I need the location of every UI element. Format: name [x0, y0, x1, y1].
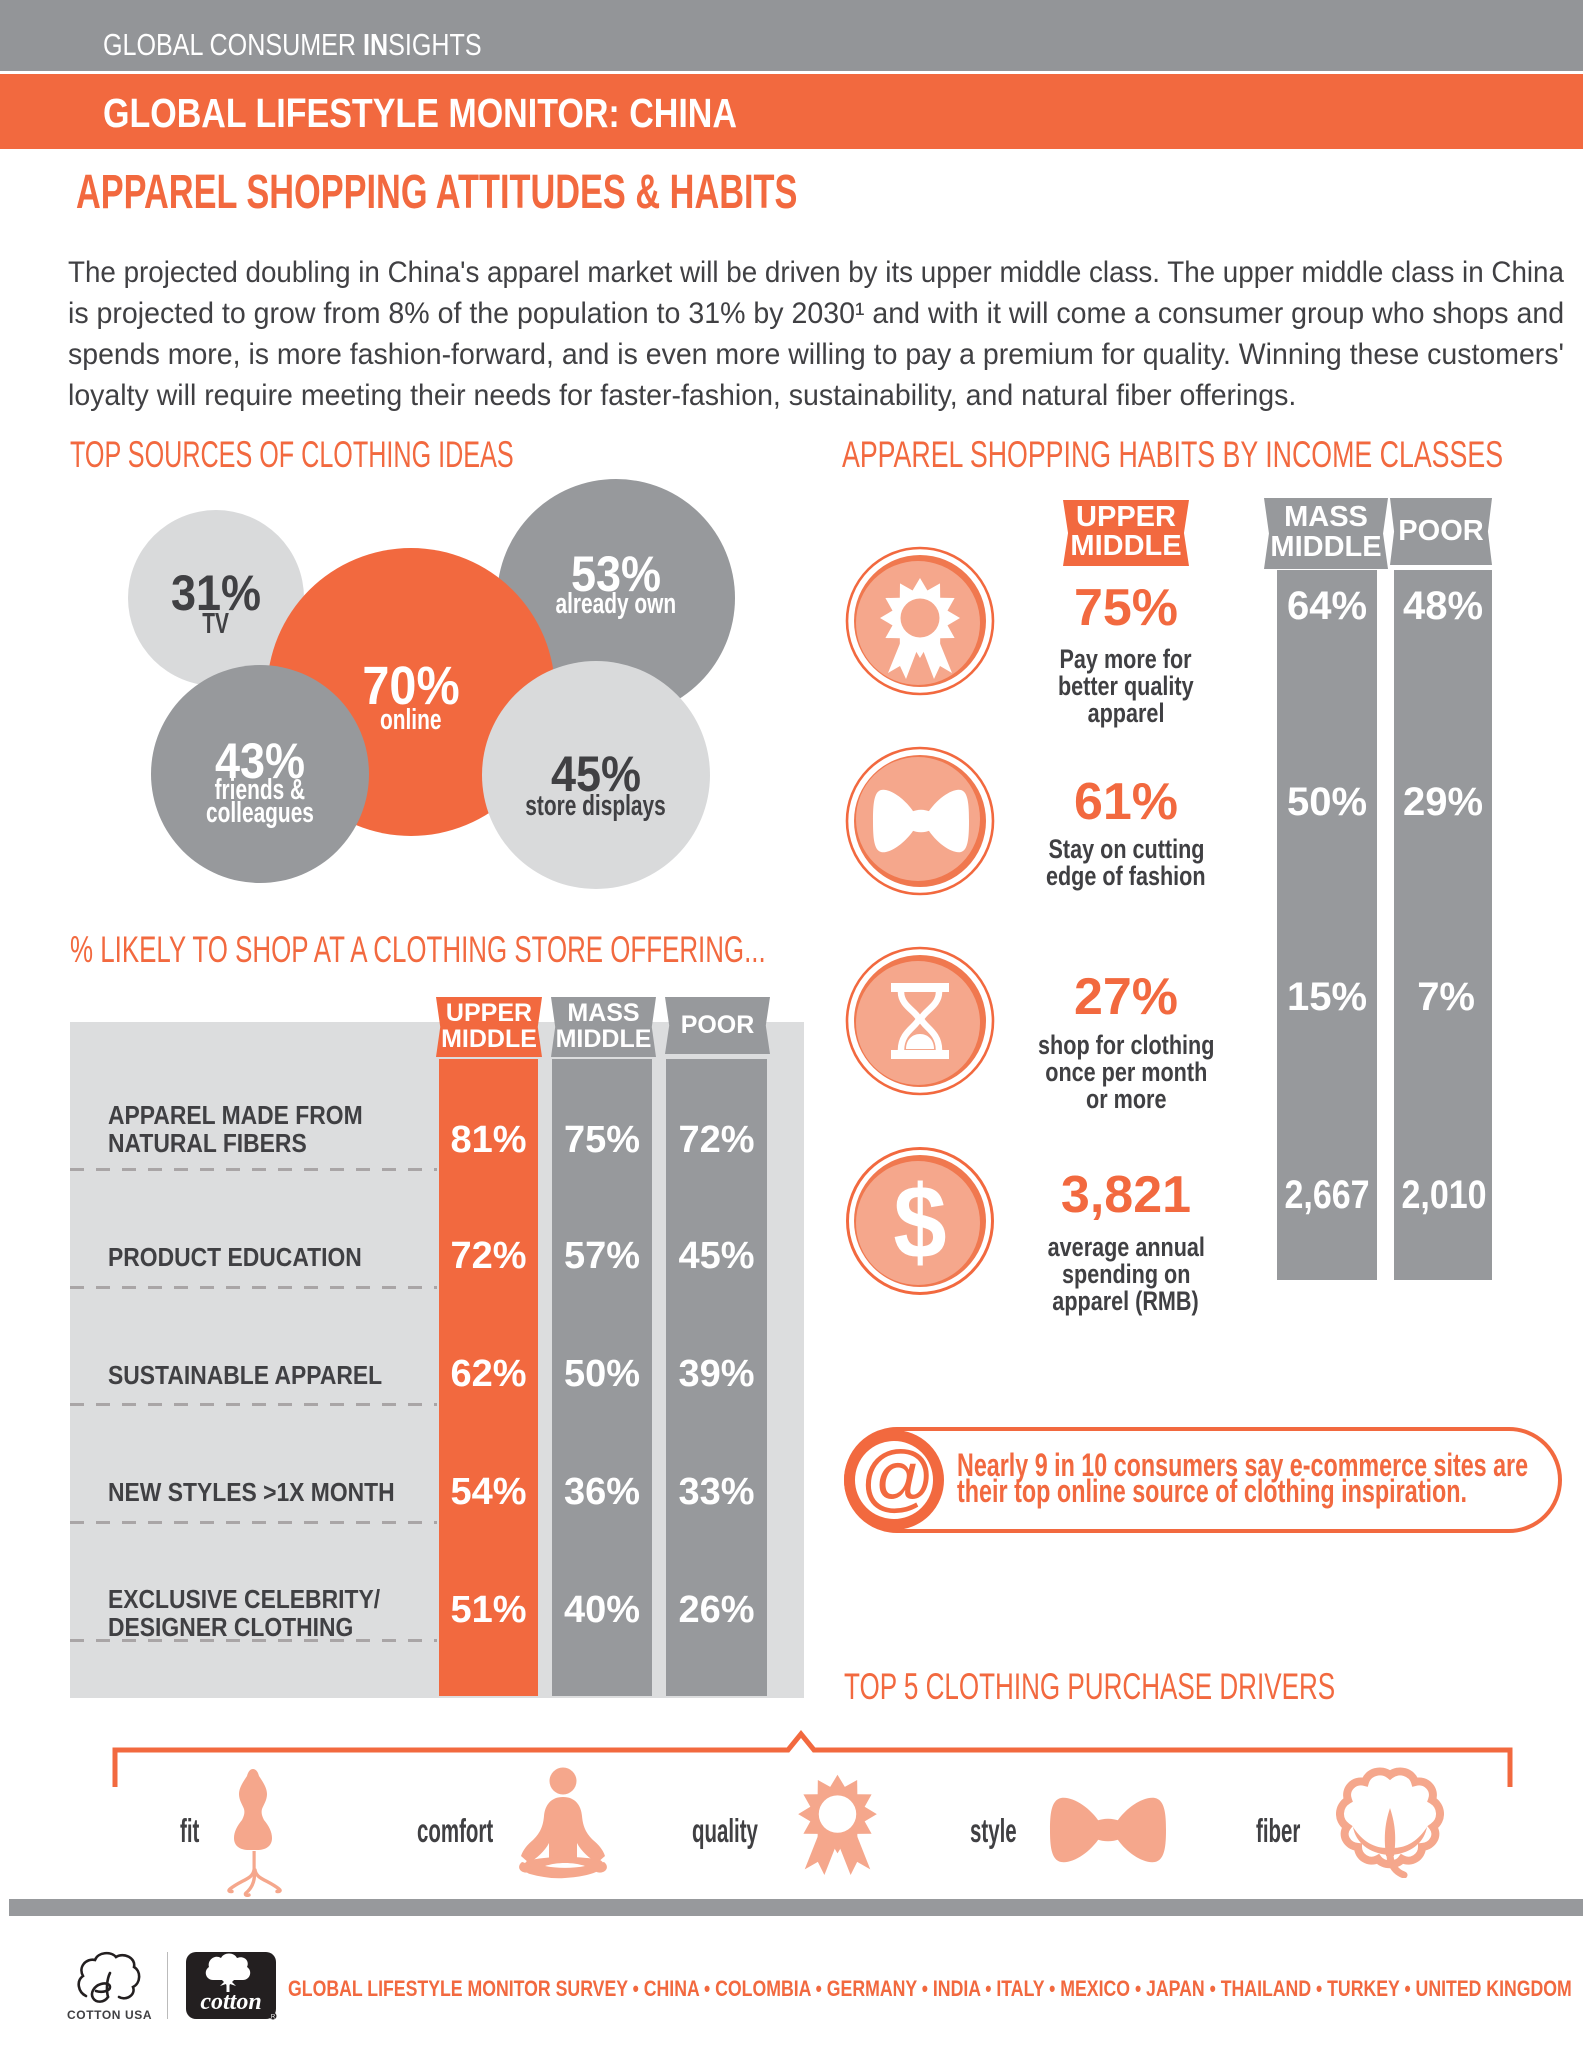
svg-text:R: R	[271, 2015, 276, 2021]
svg-text:cotton: cotton	[200, 1989, 261, 2015]
svg-text:$: $	[893, 1165, 946, 1281]
